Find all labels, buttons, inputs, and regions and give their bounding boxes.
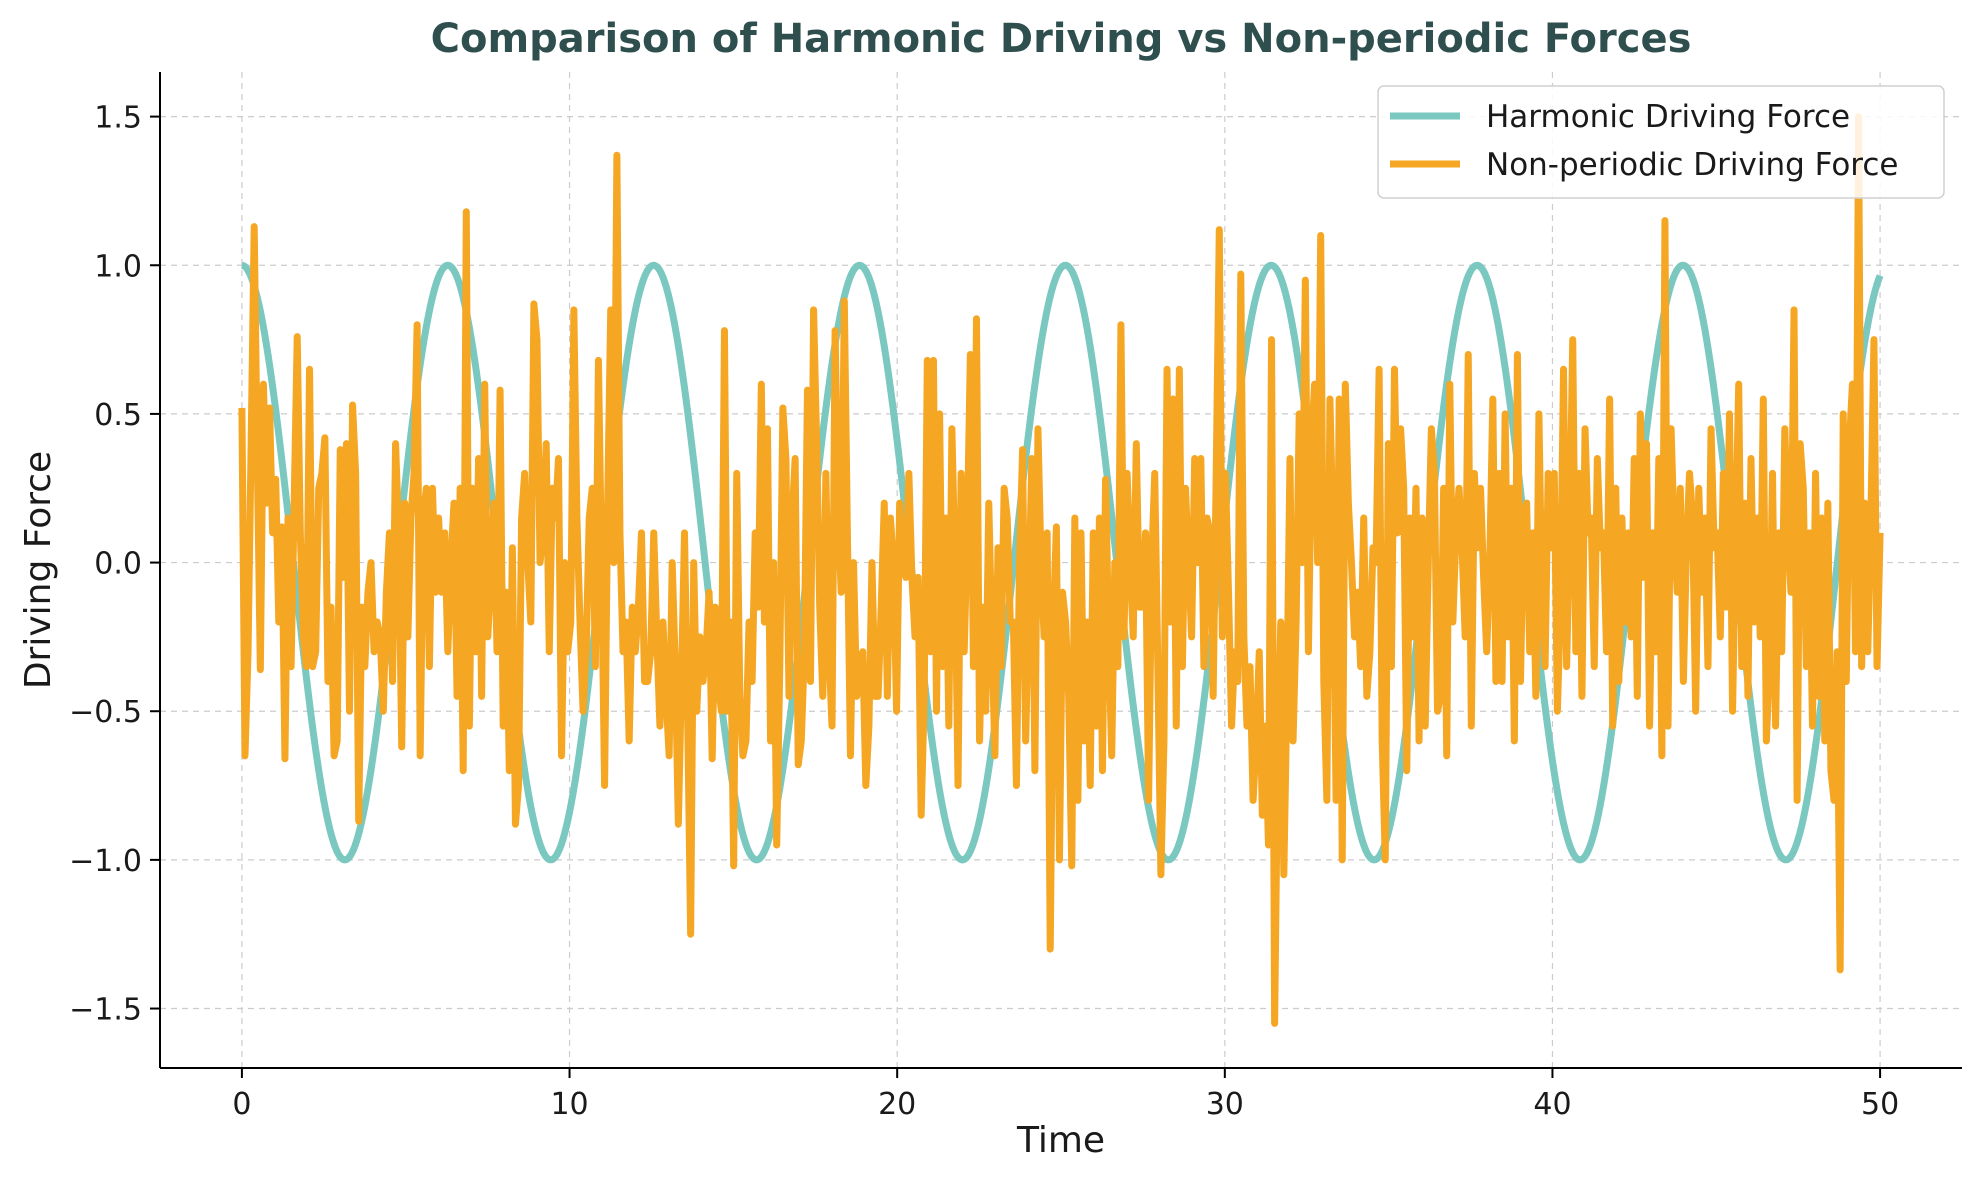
series-line-non-periodic	[238, 113, 1884, 1027]
ticks: 0 10 20 30 40 50 −1.5 −1.0 −0.5 0.0 0.5 1.0 1.5	[69, 101, 1899, 1122]
y-tick-label: 1.5	[94, 101, 142, 136]
legend: Harmonic Driving Force Non-periodic Driv…	[1377, 85, 1945, 199]
series-layer	[238, 113, 1884, 1027]
y-tick-label: 0.0	[94, 547, 142, 582]
y-tick-label: −0.5	[69, 695, 142, 730]
x-tick-label: 30	[1206, 1087, 1244, 1122]
y-tick-label: 1.0	[94, 249, 142, 284]
x-tick-label: 10	[550, 1087, 588, 1122]
legend-frame	[1377, 85, 1945, 199]
chart-title: Comparison of Harmonic Driving vs Non-pe…	[431, 16, 1692, 62]
x-tick-label: 40	[1533, 1087, 1571, 1122]
y-tick-label: −1.5	[69, 993, 142, 1028]
legend-label-harmonic: Harmonic Driving Force	[1486, 99, 1850, 135]
y-tick-label: 0.5	[94, 398, 142, 433]
axes	[159, 72, 1962, 1069]
x-tick-label: 50	[1861, 1087, 1899, 1122]
x-tick-label: 20	[878, 1087, 916, 1122]
y-axis-label: Driving Force	[18, 451, 59, 689]
x-tick-label: 0	[232, 1087, 251, 1122]
x-axis-label: Time	[1016, 1120, 1105, 1161]
y-tick-label: −1.0	[69, 844, 142, 879]
legend-label-non-periodic: Non-periodic Driving Force	[1486, 147, 1899, 183]
